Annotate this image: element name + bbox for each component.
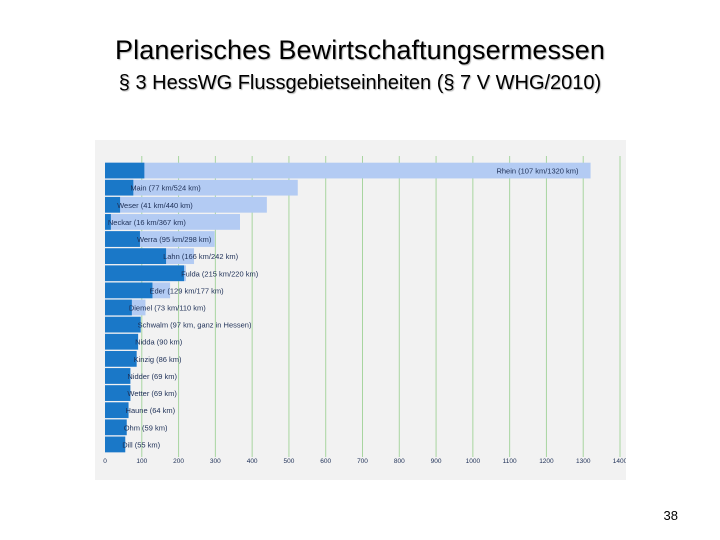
bar-label: Diemel (73 km/110 km)	[129, 304, 206, 313]
bar-hessen-neckar	[105, 214, 111, 230]
x-tick-label: 1100	[503, 458, 517, 465]
x-tick-label: 400	[247, 458, 258, 465]
page-number: 38	[663, 508, 678, 523]
bar-total-main	[105, 179, 298, 196]
bar-label: Lahn (166 km/242 km)	[163, 252, 239, 261]
bar-hessen-ohm	[105, 419, 127, 436]
x-tick-label: 100	[136, 458, 147, 465]
bar-label: Nidder (69 km)	[127, 372, 177, 381]
chart-svg: Rhein (107 km/1320 km) Main (77 km/524 km…	[103, 156, 626, 465]
bar-label: Fulda (215 km/220 km)	[181, 269, 259, 278]
bar-hessen-wetter	[105, 385, 131, 401]
bar-hessen-diemel	[105, 299, 132, 316]
x-tick-label: 1400	[613, 458, 626, 465]
bar-total-rhein	[105, 162, 591, 179]
bar-hessen-schwalm	[105, 316, 141, 333]
x-tick-label: 900	[431, 458, 442, 465]
bar-hessen-weser	[105, 196, 121, 213]
bar-label: Ohm (59 km)	[124, 423, 168, 432]
bar-label: Dill (55 km)	[122, 440, 160, 449]
bar-hessen-kinzig	[105, 350, 137, 367]
bar-hessen-haune	[105, 402, 129, 419]
bar-label: Rhein (107 km/1320 km)	[496, 167, 579, 176]
bar-hessen-rhein	[105, 162, 145, 179]
bar-label: Werra (95 km/298 km)	[137, 235, 212, 244]
bar-hessen-nidda	[105, 333, 139, 350]
bar-label: Kinzig (86 km)	[134, 355, 182, 364]
bar-total-neckar	[105, 214, 241, 230]
x-tick-label: 800	[394, 458, 405, 465]
x-tick-label: 600	[320, 458, 331, 465]
bar-hessen-fulda	[105, 265, 185, 282]
bar-hessen-eder	[105, 282, 153, 299]
slide-title: Planerisches Bewirtschaftungsermessen	[115, 35, 605, 65]
bar-hessen-dill	[105, 436, 126, 453]
bar-label: Nidda (90 km)	[135, 338, 183, 347]
bar-label: Main (77 km/524 km)	[130, 184, 201, 193]
bar-label: Eder (129 km/177 km)	[149, 286, 224, 295]
x-tick-label: 1200	[539, 458, 554, 465]
bar-total-weser	[105, 196, 267, 213]
bar-label: Weser (41 km/440 km)	[117, 201, 193, 210]
bar-hessen-main	[105, 179, 134, 196]
x-tick-label: 300	[210, 458, 221, 465]
x-tick-label: 1300	[576, 458, 591, 465]
river-length-chart: Rhein (107 km/1320 km) Main (77 km/524 km…	[95, 140, 626, 480]
bar-hessen-werra	[105, 231, 140, 247]
bar-label: Schwalm (97 km, ganz in Hessen)	[138, 321, 252, 330]
x-tick-label: 500	[283, 458, 294, 465]
slide-subtitle: § 3 HessWG Flussgebietseinheiten (§ 7 V …	[118, 72, 602, 94]
x-tick-label: 0	[103, 458, 107, 465]
bar-label: Wetter (69 km)	[127, 389, 177, 398]
x-tick-label: 1000	[466, 458, 481, 465]
bar-hessen-nidder	[105, 368, 131, 384]
bar-label: Neckar (16 km/367 km)	[108, 218, 186, 227]
x-tick-label: 200	[173, 458, 184, 465]
bar-hessen-lahn	[105, 248, 167, 265]
x-tick-label: 700	[357, 458, 368, 465]
bar-label: Haune (64 km)	[126, 406, 176, 415]
